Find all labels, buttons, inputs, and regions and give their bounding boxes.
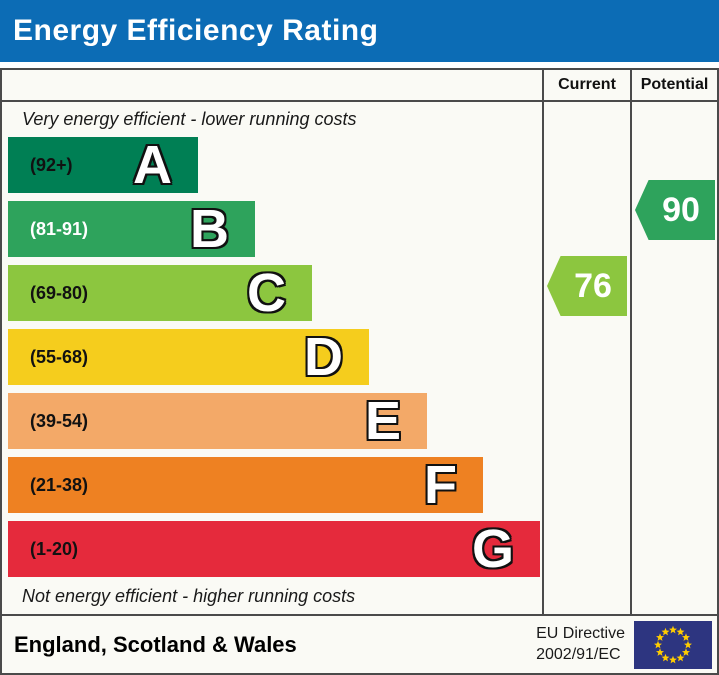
band-d-letter: D — [304, 327, 343, 387]
eu-directive-label: EU Directive 2002/91/EC — [536, 624, 625, 666]
potential-rating-arrow: 90 — [635, 180, 715, 240]
title-gap — [0, 62, 719, 68]
band-c-bar: (69-80) C — [8, 265, 312, 321]
header-potential: Potential — [630, 70, 717, 102]
rating-table: Current Potential Very energy efficient … — [0, 68, 719, 616]
current-rating-arrow: 76 — [547, 256, 627, 316]
band-g-bar: (1-20) G — [8, 521, 540, 577]
band-e-range-label: (39-54) — [30, 410, 89, 431]
band-d-bar: (55-68) D — [8, 329, 369, 385]
band-a-range-label: (92+) — [30, 154, 73, 175]
current-column: 76 — [542, 102, 630, 614]
band-f-bar: (21-38) F — [8, 457, 483, 513]
band-c-range-label: (69-80) — [30, 282, 89, 303]
band-c-letter: C — [247, 263, 286, 323]
band-b-letter: B — [190, 199, 229, 259]
band-f-range-label: (21-38) — [30, 474, 89, 495]
band-e-bar: (39-54) E — [8, 393, 427, 449]
band-f-letter: F — [424, 455, 457, 515]
rating-scale-area: Very energy efficient - lower running co… — [2, 102, 542, 614]
rating-bands: (92+) A (81-91) B (69-80) C (55-68) D (3… — [2, 137, 542, 577]
potential-rating-value: 90 — [662, 190, 700, 229]
band-g-range-label: (1-20) — [30, 538, 79, 559]
page-title: Energy Efficiency Rating — [13, 14, 379, 47]
current-rating-value: 76 — [574, 266, 612, 305]
eu-directive-line2: 2002/91/EC — [536, 645, 621, 663]
header-current: Current — [542, 70, 630, 102]
band-a-bar: (92+) A — [8, 137, 198, 193]
header-empty-cell — [2, 70, 542, 102]
band-g-letter: G — [471, 519, 514, 579]
region-label: England, Scotland & Wales — [14, 631, 297, 657]
band-e-letter: E — [364, 391, 401, 451]
band-b-range-label: (81-91) — [30, 218, 89, 239]
band-a-letter: A — [133, 135, 172, 195]
caption-very-efficient: Very energy efficient - lower running co… — [22, 109, 357, 129]
potential-column: 90 — [630, 102, 717, 614]
band-b-bar: (81-91) B — [8, 201, 255, 257]
eu-flag-icon — [634, 620, 712, 669]
caption-not-efficient: Not energy efficient - higher running co… — [22, 586, 356, 606]
footer: England, Scotland & Wales EU Directive 2… — [0, 616, 719, 675]
title-bar: Energy Efficiency Rating — [0, 0, 719, 62]
band-d-range-label: (55-68) — [30, 346, 89, 367]
eu-directive-line1: EU Directive — [536, 624, 625, 642]
